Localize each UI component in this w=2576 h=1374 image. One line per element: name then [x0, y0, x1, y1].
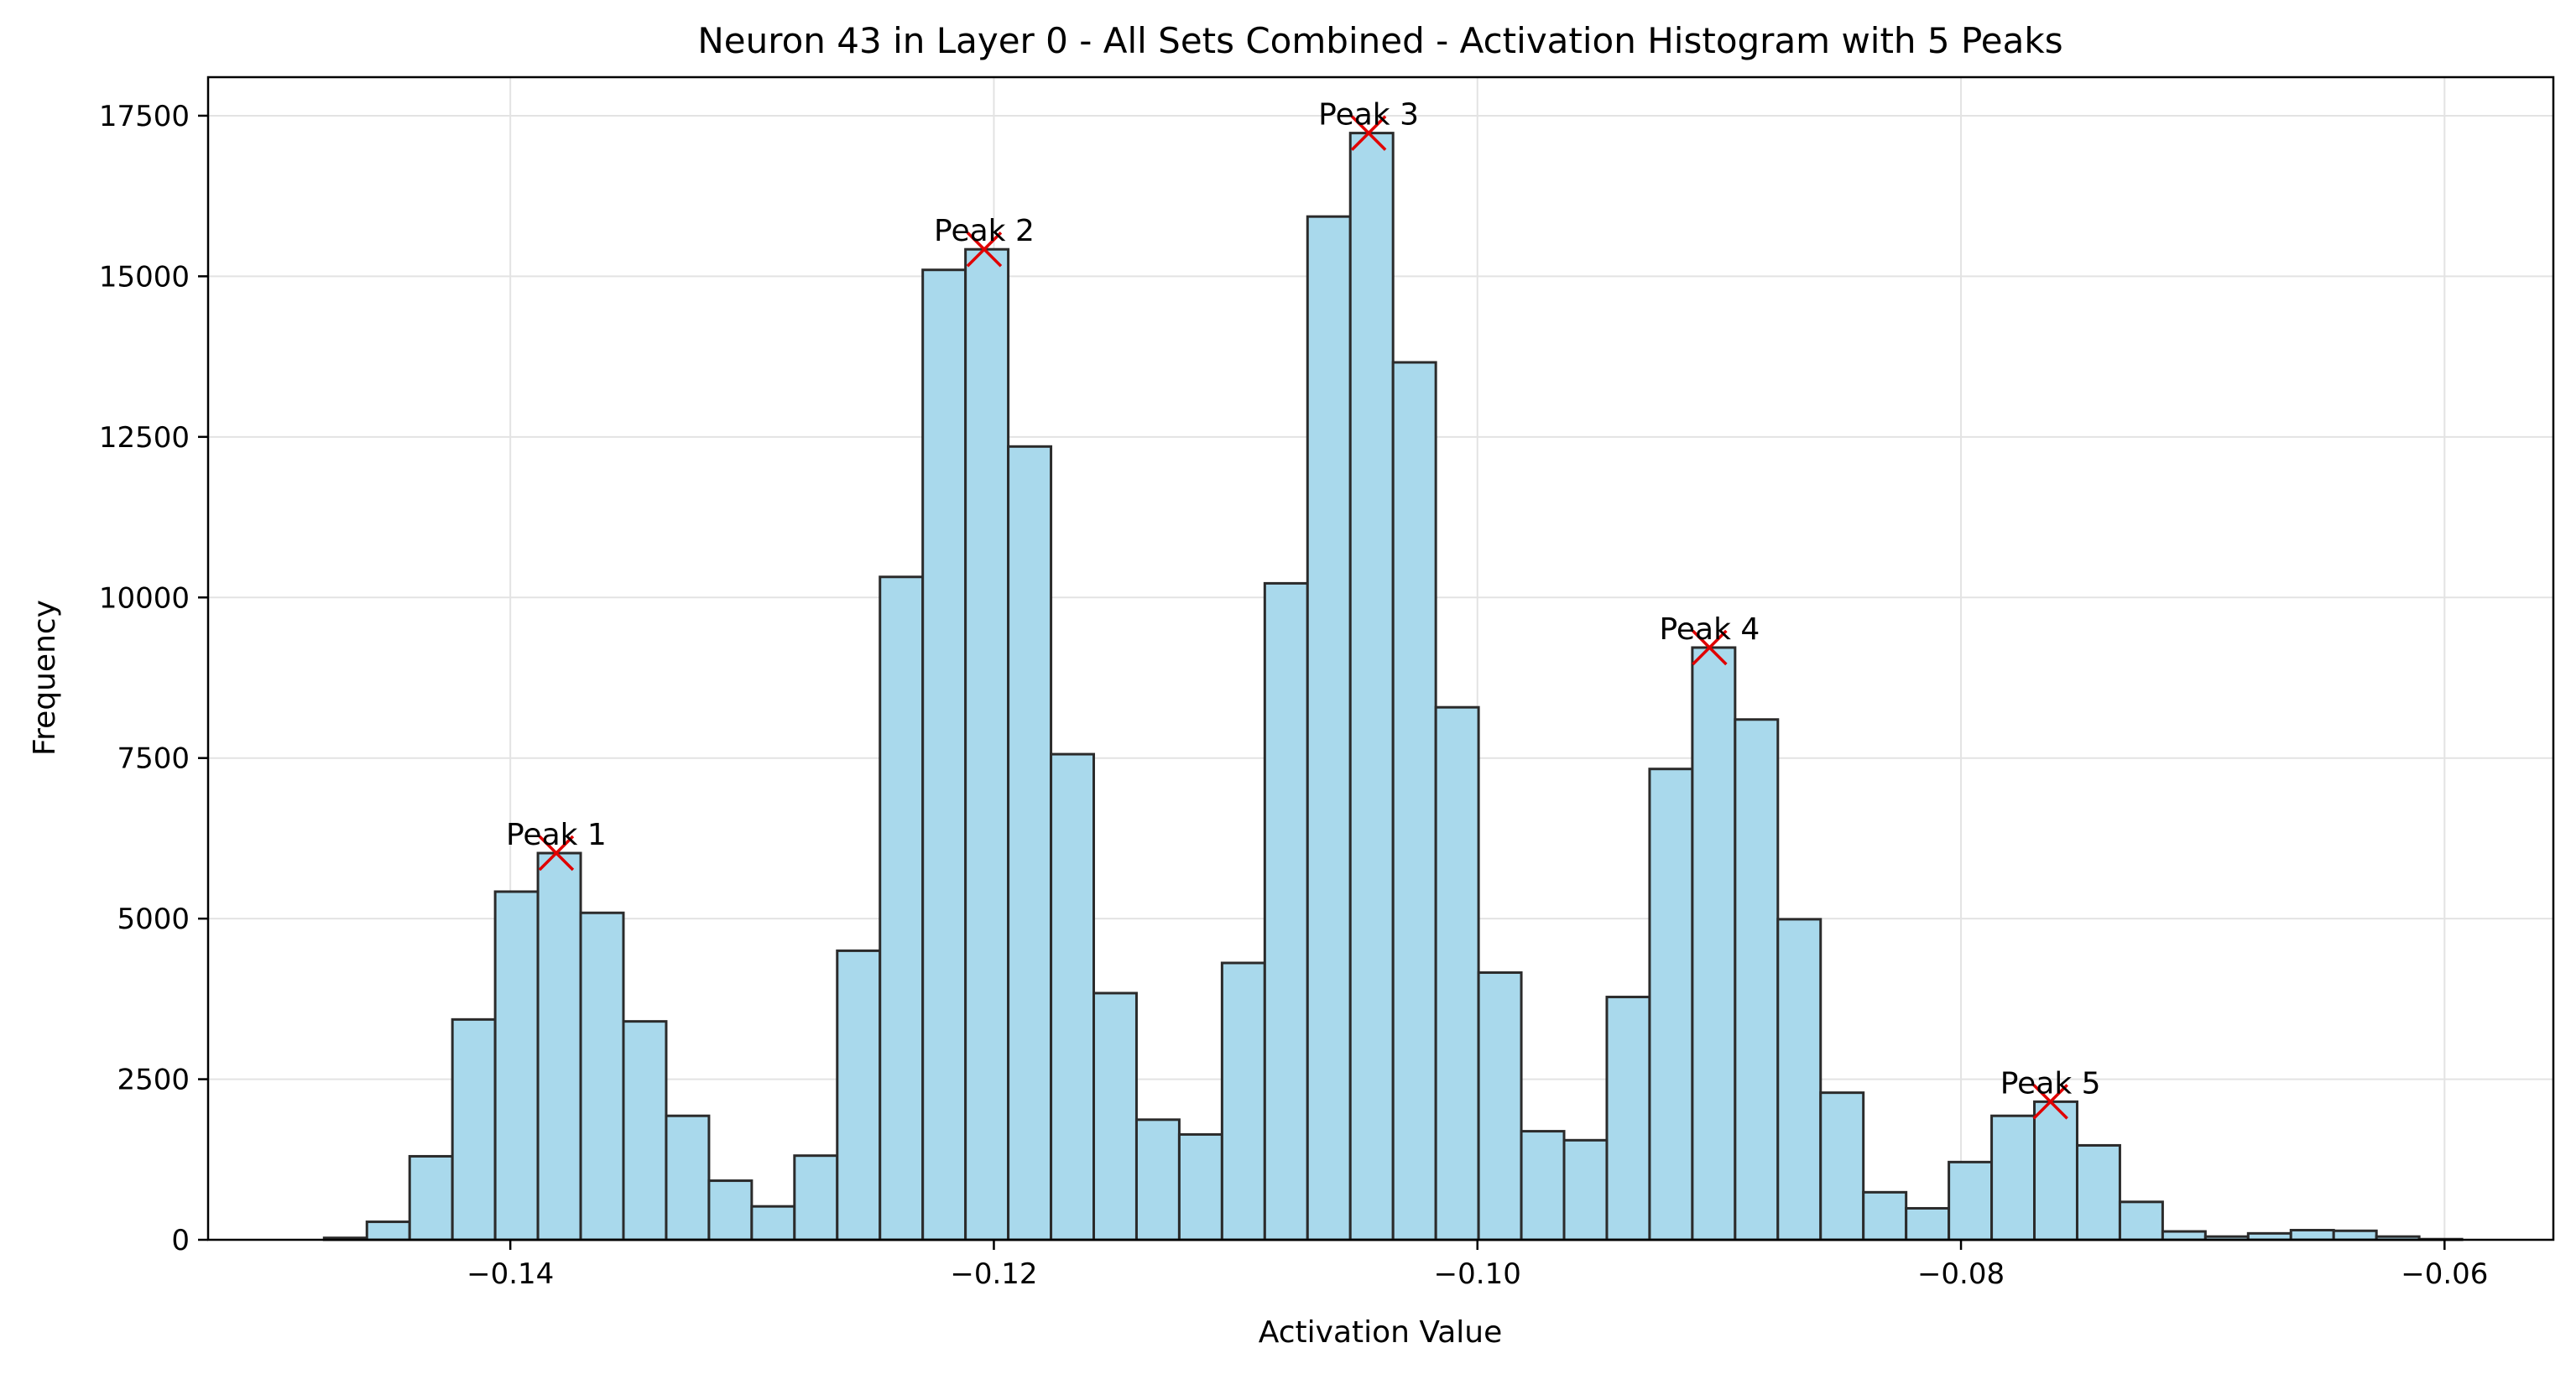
x-tick-label: −0.12 [950, 1257, 1037, 1291]
peak-label-5: Peak 5 [2000, 1066, 2101, 1101]
histogram-bar [921, 268, 967, 1241]
peak-marker-5 [2032, 1084, 2068, 1120]
peak-label-3: Peak 3 [1318, 98, 1419, 133]
histogram-bar [2118, 1200, 2164, 1241]
histogram-bar [451, 1017, 497, 1241]
x-axis-label: Activation Value [1259, 1315, 1503, 1350]
histogram-bar [1477, 971, 1523, 1241]
histogram-bar [1948, 1160, 1994, 1241]
histogram-bar [879, 575, 925, 1241]
peak-marker-2 [966, 231, 1003, 268]
peak-label-2: Peak 2 [934, 214, 1035, 248]
histogram-bar [1862, 1190, 1908, 1241]
histogram-bar [1605, 996, 1651, 1241]
histogram-bar [1007, 445, 1053, 1241]
y-tick-label: 15000 [99, 260, 190, 294]
peak-marker-4 [1692, 629, 1728, 666]
histogram-bar [1306, 215, 1352, 1241]
histogram-bar [365, 1220, 411, 1241]
histogram-bar [1391, 361, 1437, 1241]
histogram-bar [579, 911, 625, 1241]
chart-title: Neuron 43 in Layer 0 - All Sets Combined… [697, 20, 2062, 61]
histogram-bar [964, 247, 1010, 1241]
histogram-bar [1648, 768, 1694, 1241]
histogram-bar [1905, 1206, 1951, 1241]
peak-label-1: Peak 1 [506, 818, 607, 852]
y-tick-label: 12500 [99, 421, 190, 455]
x-axis-ticks: −0.14 −0.12 −0.10 −0.08 −0.06 [467, 1240, 2488, 1291]
histogram-bar [2161, 1230, 2207, 1241]
peak-marker-1 [538, 835, 575, 872]
peak-marker-3 [1350, 115, 1387, 151]
x-tick-label: −0.14 [467, 1257, 554, 1291]
histogram-bar [1220, 961, 1266, 1241]
y-tick-label: 2500 [117, 1064, 190, 1097]
histogram-bar [1520, 1130, 1566, 1241]
histogram-bar [1562, 1138, 1609, 1241]
histogram-bar [1434, 705, 1480, 1241]
y-tick-label: 7500 [117, 742, 190, 776]
histogram-bar [707, 1179, 754, 1241]
histogram-bar [1177, 1132, 1223, 1241]
histogram-bar [2332, 1229, 2378, 1241]
histogram-bar [1819, 1091, 1865, 1241]
histogram-bar [493, 890, 540, 1241]
histogram-bar [1263, 581, 1309, 1241]
x-tick-label: −0.06 [2401, 1257, 2488, 1291]
histogram-bar [1990, 1114, 2036, 1241]
histogram-bar [408, 1154, 454, 1241]
histogram-bar [2033, 1100, 2078, 1241]
x-tick-label: −0.10 [1434, 1257, 1521, 1291]
y-tick-label: 10000 [99, 581, 190, 615]
histogram-bar [1734, 718, 1780, 1241]
plot-frame [206, 75, 2555, 1241]
peak-markers: Peak 1 Peak 2 Peak 3 Peak 4 Peak 5 [506, 98, 2101, 1120]
histogram-bar [750, 1205, 796, 1241]
histogram-bar [1691, 646, 1737, 1241]
histogram-bar [1348, 132, 1395, 1241]
y-tick-label: 5000 [117, 903, 190, 936]
histogram-bar [2289, 1229, 2335, 1241]
histogram-bar [836, 949, 882, 1241]
histogram-bar [1134, 1118, 1181, 1241]
y-axis-label: Frequency [28, 600, 62, 756]
histogram-bar [536, 851, 582, 1241]
y-tick-label: 0 [171, 1224, 190, 1257]
histogram-bars [322, 132, 2464, 1241]
histogram-bar [1092, 991, 1138, 1241]
histogram-bar [1776, 918, 1822, 1241]
y-tick-label: 17500 [99, 100, 190, 133]
histogram-bar [793, 1154, 839, 1241]
y-axis-ticks: 0 2500 5000 7500 10000 12500 15000 17500 [99, 100, 208, 1257]
x-tick-label: −0.08 [1917, 1257, 2005, 1291]
histogram-bar [1050, 752, 1096, 1241]
histogram-bar [2075, 1143, 2121, 1241]
peak-label-4: Peak 4 [1659, 612, 1760, 647]
histogram-bar [622, 1020, 668, 1241]
histogram-bar [665, 1114, 711, 1241]
